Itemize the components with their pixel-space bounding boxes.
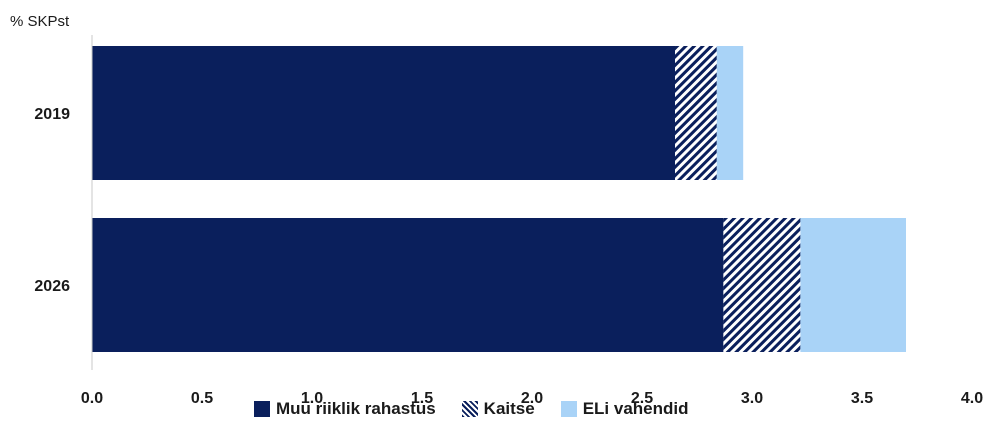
legend-item-0: Muu riiklik rahastus — [254, 399, 436, 419]
bar-2019-series-1 — [675, 46, 717, 180]
legend: Muu riiklik rahastus Kaitse ELi vahendid — [254, 399, 715, 419]
x-tick-label: 2.5 — [631, 390, 653, 407]
x-tick-label: 0.5 — [191, 390, 213, 407]
bar-2019-series-2 — [716, 46, 744, 180]
legend-swatch — [461, 401, 478, 417]
legend-item-2: ELi vahendid — [560, 399, 689, 419]
bar-2026-series-1 — [723, 218, 801, 352]
x-tick-label: 4.0 — [961, 390, 983, 407]
legend-label: Muu riiklik rahastus — [276, 399, 436, 418]
x-tick-label: 1.0 — [301, 390, 323, 407]
legend-label: Kaitse — [483, 399, 535, 418]
bar-2026-series-0 — [92, 218, 724, 352]
bar-2026-series-2 — [800, 218, 906, 352]
bar-2019-series-0 — [92, 46, 675, 180]
x-tick-label: 3.0 — [741, 390, 763, 407]
x-tick-label: 0.0 — [81, 390, 103, 407]
x-tick-label: 1.5 — [411, 390, 433, 407]
legend-swatch — [254, 401, 270, 417]
category-label-2026: 2026 — [34, 278, 70, 295]
x-tick-label: 3.5 — [851, 390, 873, 407]
unit-label: % SKPst — [10, 13, 70, 30]
legend-label: ELi vahendid — [582, 399, 689, 418]
legend-swatch — [560, 401, 577, 417]
category-label-2019: 2019 — [34, 106, 70, 123]
x-tick-label: 2.0 — [521, 390, 543, 407]
legend-item-1: Kaitse — [461, 399, 535, 419]
